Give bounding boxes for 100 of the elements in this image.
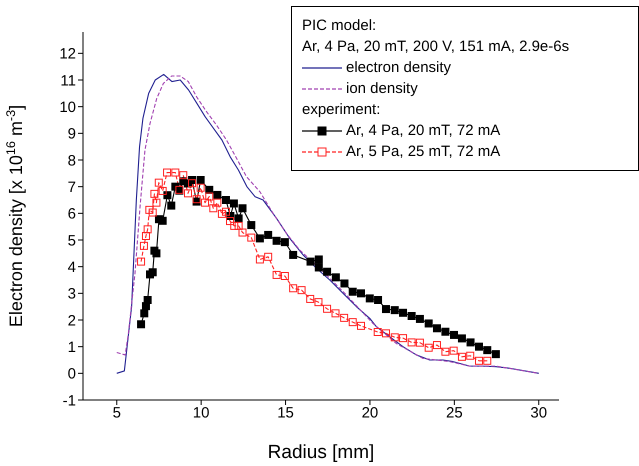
y-tick-label: 12 — [59, 46, 76, 63]
point — [306, 294, 314, 303]
point — [272, 236, 281, 245]
point — [314, 298, 322, 306]
annotation: experiment: — [302, 101, 380, 118]
point — [458, 352, 466, 361]
point — [272, 270, 281, 279]
y-tick-label: 11 — [60, 72, 76, 90]
point — [144, 296, 152, 304]
point — [382, 329, 390, 338]
point — [226, 217, 234, 226]
y-tick-label: 7 — [68, 178, 76, 196]
point — [171, 168, 180, 177]
point — [314, 263, 323, 272]
point — [323, 268, 332, 276]
point — [140, 309, 148, 318]
point — [450, 346, 458, 355]
y-tick-label: 6 — [68, 206, 76, 223]
point — [408, 338, 416, 346]
point — [408, 312, 416, 320]
point — [432, 324, 441, 332]
point — [348, 288, 357, 296]
point — [264, 230, 272, 239]
point — [366, 294, 374, 302]
point — [432, 341, 441, 350]
y-tick-label: 5 — [68, 232, 76, 250]
x-tick-label: 5 — [112, 404, 121, 422]
point — [148, 208, 157, 217]
x-tick-label: 15 — [277, 404, 294, 422]
point — [152, 198, 160, 207]
point — [441, 348, 450, 356]
point — [280, 238, 289, 246]
point — [348, 318, 357, 326]
point — [167, 202, 176, 210]
point — [399, 308, 408, 317]
point — [213, 190, 222, 199]
x-tick-label: 10 — [192, 404, 210, 422]
point — [256, 234, 264, 242]
point — [222, 208, 230, 216]
point — [289, 284, 298, 292]
point — [145, 206, 154, 214]
point — [238, 228, 247, 237]
point — [152, 249, 160, 258]
y-tick-label: 9 — [68, 126, 76, 143]
legend-title: PIC model: — [302, 17, 376, 34]
point — [399, 334, 408, 342]
point — [424, 344, 433, 352]
point — [238, 204, 247, 212]
point — [483, 346, 492, 354]
y-tick-label: 2 — [68, 312, 76, 330]
y-tick-label: -1 — [62, 392, 76, 410]
point — [374, 296, 382, 304]
point — [357, 322, 366, 330]
point — [357, 289, 366, 298]
x-tick-label: 30 — [530, 404, 548, 422]
point — [213, 198, 222, 207]
point — [264, 252, 272, 261]
point — [424, 319, 433, 328]
point — [234, 214, 243, 222]
point — [314, 255, 323, 264]
x-axis-title: Radius [mm] — [268, 442, 374, 463]
y-tick-label: 10 — [59, 98, 76, 116]
point — [323, 304, 332, 313]
point — [150, 190, 158, 198]
y-tick-label: 8 — [68, 152, 76, 170]
point — [474, 342, 483, 351]
y-tick-label: 3 — [68, 286, 76, 303]
point — [158, 216, 167, 225]
point — [158, 186, 167, 195]
x-tick-label: 25 — [446, 404, 463, 422]
point — [247, 221, 256, 230]
point — [201, 198, 210, 207]
point — [196, 184, 205, 192]
point — [340, 279, 348, 288]
point — [196, 176, 205, 184]
point — [230, 199, 238, 208]
point — [483, 356, 492, 365]
point — [332, 273, 340, 282]
point — [230, 222, 238, 230]
point — [441, 328, 450, 336]
point — [218, 210, 226, 218]
point — [416, 338, 424, 347]
point — [340, 314, 348, 322]
point — [332, 309, 340, 318]
point — [416, 314, 424, 323]
point — [179, 171, 188, 180]
point — [163, 168, 172, 177]
point — [209, 204, 218, 212]
point — [144, 225, 152, 234]
point — [280, 272, 289, 280]
point — [247, 234, 256, 242]
point — [306, 258, 315, 266]
point — [492, 350, 500, 358]
point — [148, 268, 157, 276]
point — [466, 352, 474, 360]
point — [140, 242, 148, 250]
point — [192, 195, 201, 204]
point — [390, 306, 399, 314]
legend-label: ion density — [345, 79, 419, 99]
point — [234, 222, 243, 230]
